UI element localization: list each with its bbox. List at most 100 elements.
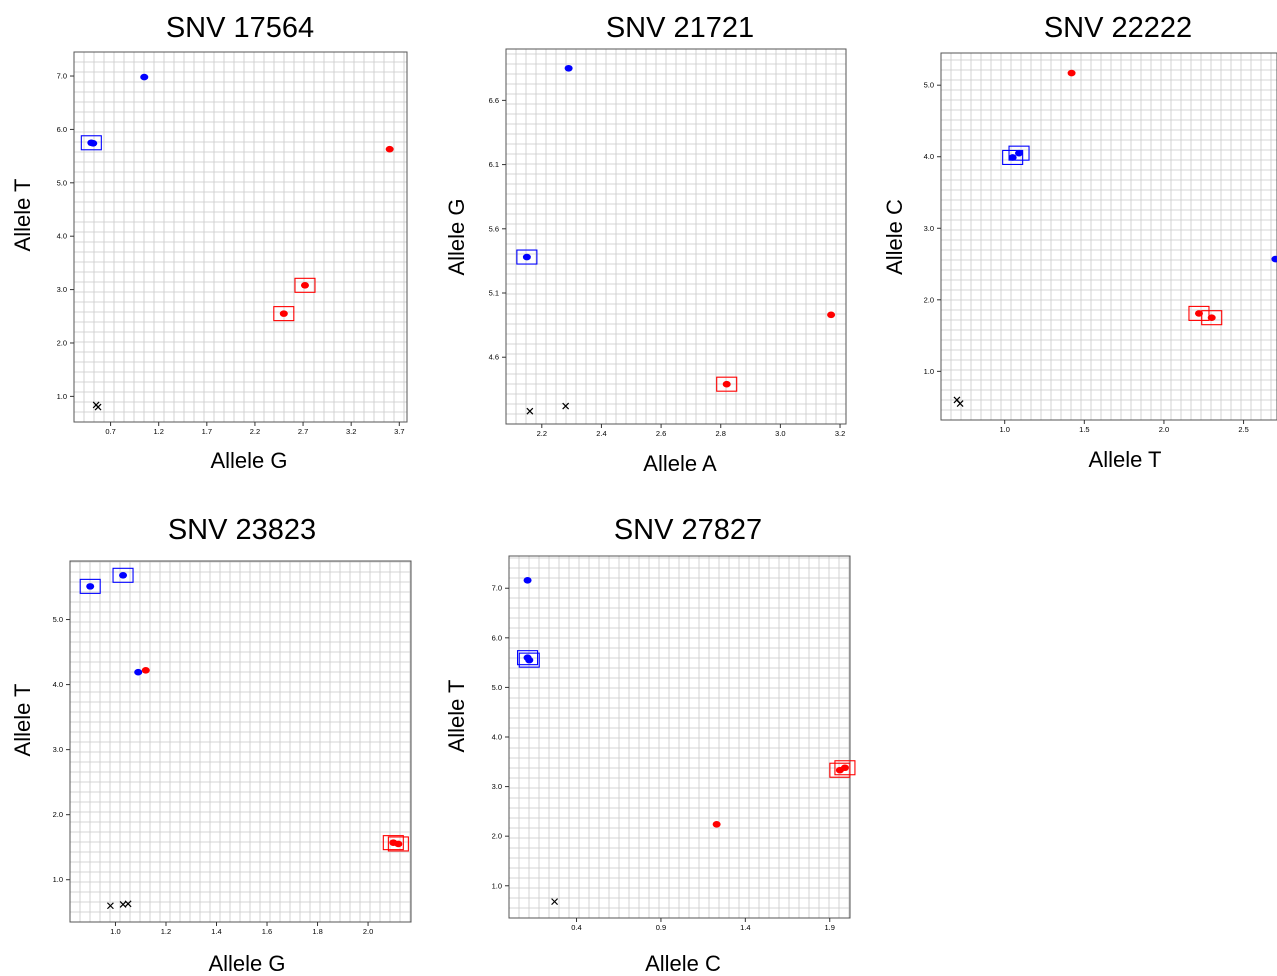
data-point (1271, 255, 1277, 263)
panel-snv-21721: SNV 21721 Allele A Allele G 2.2 2.4 2.6 2.8… (444, 12, 847, 476)
grid-lines (509, 556, 850, 918)
data-point (835, 766, 844, 774)
x-tick-label: 1.2 (153, 427, 163, 436)
data-point (522, 253, 531, 261)
selection-box (80, 135, 102, 151)
x-stroke (106, 902, 114, 910)
x-tick-label: 3.2 (835, 429, 845, 438)
grid-lines (941, 53, 1277, 420)
selection-box (382, 835, 404, 851)
chart-title: SNV 21721 (606, 12, 754, 44)
x-stroke (562, 402, 570, 410)
x-tick-label: 0.4 (571, 923, 581, 932)
chart-title: SNV 23823 (168, 514, 316, 546)
y-tick-label: 2.0 (53, 810, 63, 819)
selection-box (516, 249, 538, 265)
x-axis-label: Allele G (210, 448, 287, 473)
data-point (1207, 314, 1216, 321)
x-tick-label: 1.7 (202, 427, 212, 436)
data-point (827, 311, 836, 319)
y-tick-label: 3.0 (57, 285, 67, 294)
x-tick-label: 1.2 (161, 927, 171, 936)
x-tick-label: 2.0 (1159, 425, 1169, 434)
y-tick-label: 1.0 (57, 392, 67, 401)
chart-title: SNV 17564 (166, 12, 314, 44)
x-tick-label: 2.4 (596, 429, 606, 438)
x-stroke (956, 400, 964, 407)
y-axis-label: Allele G (444, 198, 469, 275)
x-tick-label: 2.5 (1238, 425, 1248, 434)
data-point-x (106, 902, 114, 910)
data-point-x (526, 407, 534, 415)
y-tick-label: 3.0 (924, 224, 934, 233)
y-tick-label: 5.1 (489, 289, 499, 298)
data-point (86, 583, 95, 590)
data-point (564, 64, 573, 72)
panel-snv-23823: SNV 23823 Allele G Allele T 1.0 1.2 1.4 1.6… (10, 514, 412, 976)
x-tick-label: 2.7 (298, 427, 308, 436)
y-tick-label: 6.6 (489, 96, 499, 105)
data-point (523, 576, 532, 584)
x-stroke (124, 900, 132, 908)
y-tick-label: 4.0 (53, 680, 63, 689)
selection-box (1188, 305, 1210, 321)
y-tick-label: 7.0 (57, 72, 67, 81)
x-tick-label: 2.2 (250, 427, 260, 436)
y-tick-label: 7.0 (492, 584, 502, 593)
data-point (279, 310, 288, 317)
y-tick-label: 6.0 (57, 125, 67, 134)
y-tick-label: 5.0 (492, 683, 502, 692)
grid-lines (70, 561, 411, 922)
x-stroke (119, 901, 127, 908)
selection-box (834, 760, 856, 776)
x-tick-label: 1.5 (1079, 425, 1089, 434)
grid-lines (74, 52, 407, 422)
panel-snv-17564: SNV 17564 Allele G Allele T 0.7 1.2 1.7 2.2… (10, 12, 408, 473)
data-point (119, 572, 128, 579)
data-point-x (956, 400, 964, 407)
y-axis-label: Allele T (10, 684, 35, 757)
y-tick-label: 2.0 (924, 295, 934, 304)
y-tick-label: 5.0 (57, 178, 67, 187)
plot-frame (505, 48, 847, 425)
data-point (1194, 310, 1203, 317)
selection-box (518, 652, 540, 668)
x-tick-label: 3.7 (394, 427, 404, 436)
selection-box (829, 762, 851, 778)
y-tick-label: 4.0 (492, 733, 502, 742)
plot-frame (940, 52, 1277, 421)
selection-box (294, 277, 316, 293)
selection-box (716, 376, 738, 392)
plot-frame (73, 51, 408, 423)
x-tick-label: 1.6 (262, 927, 272, 936)
x-tick-label: 1.8 (312, 927, 322, 936)
data-point (89, 139, 98, 147)
y-tick-label: 1.0 (492, 881, 502, 890)
data-point (134, 668, 143, 676)
selection-box (1002, 149, 1024, 165)
y-axis-label: Allele T (444, 680, 469, 753)
x-axis-label: Allele A (643, 451, 717, 476)
x-stroke (953, 396, 961, 404)
y-tick-label: 5.6 (489, 224, 499, 233)
y-tick-label: 2.0 (57, 338, 67, 347)
y-tick-label: 1.0 (53, 875, 63, 884)
x-tick-label: 0.9 (656, 923, 666, 932)
data-point (300, 282, 309, 289)
y-tick-label: 1.0 (924, 367, 934, 376)
x-tick-label: 0.7 (105, 427, 115, 436)
panel-snv-22222: SNV 22222 Allele T Allele C 1.0 1.5 2.0 2.5… (882, 12, 1277, 472)
data-point (394, 840, 403, 848)
data-point-x (94, 403, 102, 411)
y-tick-label: 5.0 (53, 615, 63, 624)
data-point-x (124, 900, 132, 908)
chart-title: SNV 22222 (1044, 12, 1192, 44)
selection-box (79, 578, 101, 594)
data-point (525, 656, 534, 664)
grid-lines (506, 49, 846, 424)
data-point (140, 73, 149, 81)
data-point (712, 820, 721, 828)
data-point (1067, 69, 1076, 77)
x-stroke (526, 407, 534, 415)
y-tick-label: 6.1 (489, 160, 499, 169)
